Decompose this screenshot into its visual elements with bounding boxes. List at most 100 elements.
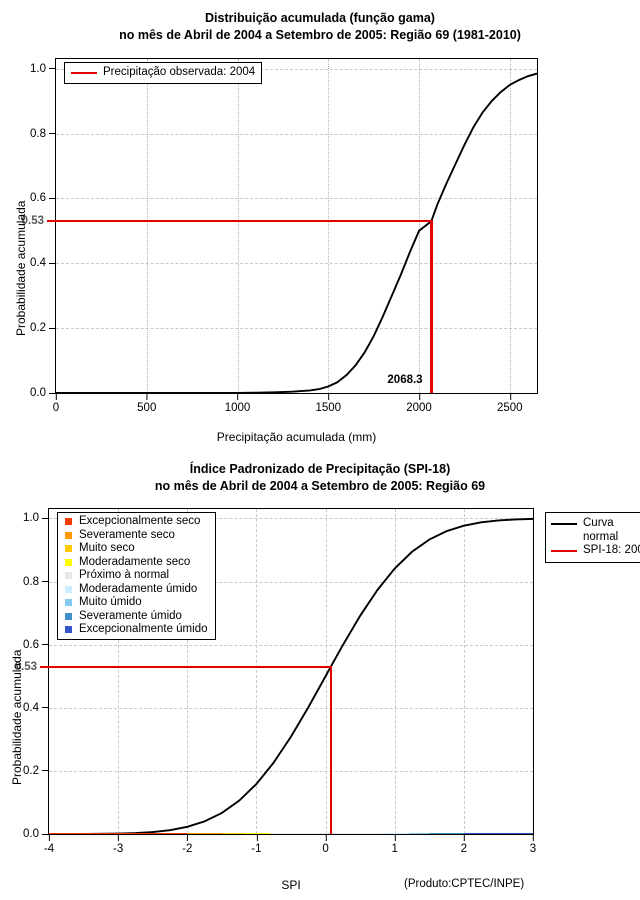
figure2-x-axis-label: SPI (281, 878, 301, 892)
y-axis-marker-label: 0.53 (15, 661, 49, 673)
legend-item-curve: Curva normal (549, 517, 640, 544)
y-tick-mark (49, 392, 56, 394)
y-tick-label: 0.0 (23, 828, 39, 840)
y-axis-tick: 1.0 (23, 512, 49, 524)
gridline-vertical (463, 509, 465, 834)
y-tick-mark (42, 517, 49, 519)
y-axis-tick: 0.0 (30, 387, 56, 399)
figure1-y-axis-label: Probabilidade acumulada (14, 200, 28, 336)
legend-color-swatch (65, 599, 72, 607)
x-tick-label: 2 (460, 843, 468, 855)
gridline-horizontal (56, 328, 537, 330)
figure1-plot-panel: 2068.3 0.0 0.2 0.4 0.6 0.8 1.0 0.53 0 500 1000 150… (22, 58, 538, 414)
figure1-value-annotation: 2068.3 (387, 374, 423, 386)
legend-item-label: Muito úmido (79, 596, 142, 608)
figure1-title: Distribuição acumulada (função gama) no … (119, 11, 521, 42)
legend-color-swatch (65, 545, 72, 553)
x-tick-mark (509, 393, 511, 400)
x-tick-mark (48, 834, 50, 841)
x-axis-tick: 1500 (315, 393, 341, 414)
y-axis-tick: 0.2 (30, 322, 56, 334)
legend-item-category: Excepcionalmente úmido (61, 623, 208, 637)
color-bar-segment (429, 833, 464, 834)
y-tick-label: 0.6 (30, 192, 46, 205)
x-tick-mark (56, 393, 57, 400)
legend-color-swatch (65, 531, 72, 539)
x-tick-label: 1 (391, 843, 398, 855)
x-tick-label: -1 (251, 843, 262, 855)
legend-item-label: SPI-18: 2004 (583, 544, 640, 556)
gridline-horizontal (56, 133, 537, 135)
y-axis-marker-label: 0.53 (22, 215, 56, 227)
x-axis-tick: 500 (137, 393, 156, 414)
y-tick-mark (42, 644, 49, 646)
product-credit: (Produto:CPTEC/INPE) (404, 878, 525, 890)
gridline-horizontal (56, 263, 537, 265)
legend-item-category: Muito úmido (61, 596, 208, 610)
legend-item-label: Moderadamente úmido (79, 582, 198, 595)
gridline-horizontal (49, 707, 533, 709)
gridline-horizontal (56, 198, 537, 200)
legend-item-label: Severamente úmido (79, 609, 182, 622)
legend-color-swatch (65, 585, 72, 593)
legend-item-curve: SPI-18: 2004 (549, 544, 640, 558)
color-bar-segment (221, 833, 243, 834)
x-axis-tick: 0 (322, 834, 329, 855)
y-tick-label: 0.4 (23, 701, 39, 714)
y-tick-mark (42, 581, 49, 583)
x-tick-label: 2000 (406, 402, 432, 414)
legend-item-category: Severamente seco (61, 529, 208, 543)
legend-item-label: Severamente seco (79, 528, 175, 541)
x-tick-mark (118, 834, 120, 841)
x-axis-tick: -2 (182, 834, 192, 855)
legend-item-label: Muito seco (79, 542, 135, 554)
y-tick-label: 0.0 (30, 387, 46, 399)
gridline-vertical (328, 59, 330, 393)
legend-item-label: Curva normal (583, 517, 619, 543)
marker-tick-mark (47, 220, 56, 223)
x-tick-label: 1000 (224, 402, 251, 414)
gridline-vertical (509, 59, 511, 393)
y-axis-tick: 0.2 (23, 765, 49, 777)
x-axis-tick: 1000 (224, 393, 251, 414)
figure1-legend: Precipitação observada: 2004 (64, 62, 263, 84)
x-axis-tick: 3 (530, 834, 536, 855)
legend-line-swatch (71, 71, 97, 74)
color-bar-segment (49, 833, 188, 834)
y-tick-label: 0.2 (23, 764, 39, 777)
x-tick-label: -4 (43, 843, 55, 855)
y-tick-label: 0.4 (30, 257, 46, 270)
legend-item-category: Moderadamente seco (61, 556, 208, 570)
y-tick-label: 1.0 (23, 512, 39, 525)
y-tick-mark (49, 133, 56, 135)
gridline-vertical (419, 59, 421, 393)
x-tick-mark (256, 834, 258, 841)
legend-line-swatch (551, 550, 577, 552)
legend-item-category: Severamente úmido (61, 610, 208, 624)
figure2-y-axis-label: Probabilidade acumulada (10, 649, 24, 785)
legend-line-swatch (551, 523, 577, 525)
y-tick-mark (42, 707, 49, 709)
y-axis-tick: 1.0 (30, 63, 56, 75)
legend-item-category: Excepcionalmente seco (61, 515, 208, 529)
legend-item-category: Muito seco (61, 542, 208, 556)
legend-item-label: Excepcionalmente úmido (79, 623, 208, 635)
x-axis-tick: 0 (53, 393, 59, 414)
marker-vertical-line (330, 665, 333, 834)
x-tick-label: 3 (529, 843, 537, 855)
x-tick-mark (533, 834, 534, 841)
y-axis-tick: 0.6 (23, 639, 49, 651)
legend-color-swatch (65, 518, 72, 526)
x-tick-mark (328, 393, 330, 400)
figure2-title: Índice Padronizado de Precipitação (SPI-… (154, 462, 486, 493)
x-tick-mark (463, 834, 465, 841)
y-tick-label: 0.8 (30, 127, 46, 140)
y-tick-mark (49, 262, 56, 264)
series-line (56, 72, 537, 393)
legend-color-swatch (65, 558, 72, 566)
legend-item-label: Precipitação observada: 2004 (103, 66, 256, 78)
x-tick-mark (419, 393, 421, 400)
legend-color-swatch (65, 612, 72, 620)
gridline-vertical (146, 59, 148, 393)
